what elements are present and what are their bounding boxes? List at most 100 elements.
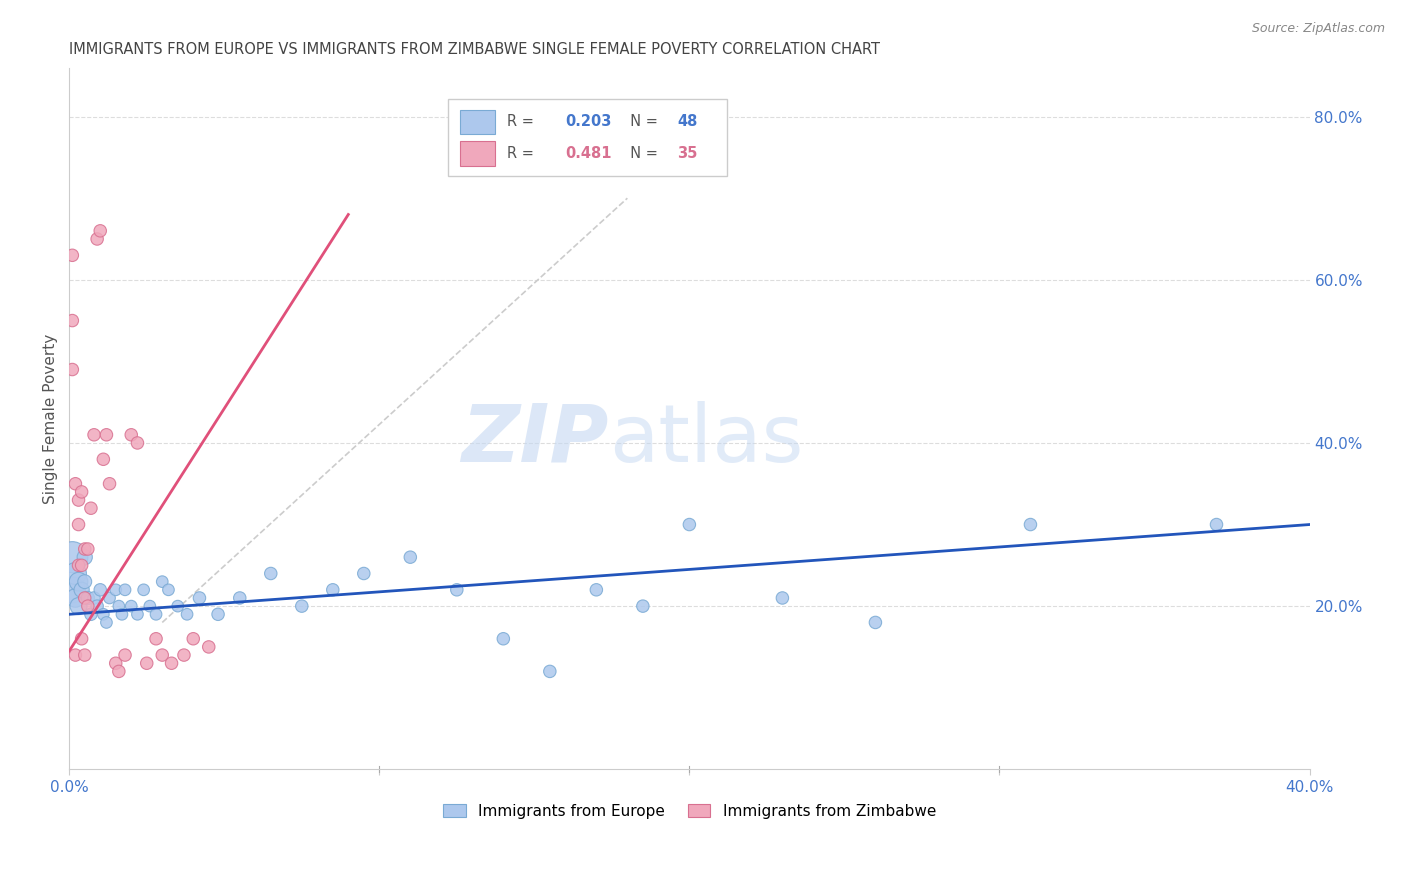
Point bbox=[98, 476, 121, 491]
Point bbox=[108, 665, 131, 679]
Point bbox=[207, 607, 229, 622]
Point bbox=[65, 566, 87, 581]
Point bbox=[492, 632, 515, 646]
Point bbox=[70, 632, 93, 646]
Point bbox=[585, 582, 607, 597]
Point bbox=[76, 541, 98, 556]
Point bbox=[322, 582, 344, 597]
Point bbox=[678, 517, 700, 532]
Point bbox=[67, 517, 90, 532]
Point bbox=[67, 558, 90, 573]
Bar bbox=[460, 110, 495, 135]
Point bbox=[60, 362, 83, 376]
Point bbox=[67, 574, 90, 589]
Point bbox=[446, 582, 468, 597]
Point bbox=[89, 582, 111, 597]
Text: IMMIGRANTS FROM EUROPE VS IMMIGRANTS FROM ZIMBABWE SINGLE FEMALE POVERTY CORRELA: IMMIGRANTS FROM EUROPE VS IMMIGRANTS FRO… bbox=[69, 42, 880, 57]
Point bbox=[291, 599, 314, 614]
Point bbox=[150, 574, 173, 589]
Text: 35: 35 bbox=[676, 145, 697, 161]
Text: ZIP: ZIP bbox=[461, 401, 609, 478]
Point bbox=[353, 566, 375, 581]
Text: 0.203: 0.203 bbox=[565, 114, 612, 129]
Point bbox=[1019, 517, 1042, 532]
Point bbox=[98, 591, 121, 605]
Point bbox=[76, 591, 98, 605]
Point bbox=[108, 599, 131, 614]
Point bbox=[127, 436, 149, 450]
Point bbox=[770, 591, 793, 605]
Y-axis label: Single Female Poverty: Single Female Poverty bbox=[44, 334, 58, 504]
Point bbox=[89, 224, 111, 238]
Point bbox=[260, 566, 283, 581]
Text: atlas: atlas bbox=[609, 401, 803, 478]
Point bbox=[631, 599, 654, 614]
Point bbox=[76, 599, 98, 614]
Point bbox=[86, 599, 108, 614]
Text: R =: R = bbox=[508, 145, 538, 161]
Point bbox=[132, 582, 155, 597]
Point bbox=[86, 232, 108, 246]
Point bbox=[538, 665, 561, 679]
Point bbox=[865, 615, 887, 630]
Point bbox=[60, 550, 83, 565]
Point bbox=[73, 550, 96, 565]
Point bbox=[70, 484, 93, 499]
Point bbox=[145, 607, 167, 622]
Text: N =: N = bbox=[621, 145, 662, 161]
Point bbox=[181, 632, 204, 646]
Point bbox=[114, 648, 136, 662]
Point bbox=[80, 607, 103, 622]
Point bbox=[60, 313, 83, 327]
Point bbox=[91, 452, 114, 467]
Point bbox=[96, 615, 118, 630]
Point bbox=[1205, 517, 1227, 532]
Point bbox=[120, 599, 142, 614]
Text: Source: ZipAtlas.com: Source: ZipAtlas.com bbox=[1251, 22, 1385, 36]
Point bbox=[127, 607, 149, 622]
Point bbox=[157, 582, 180, 597]
Text: 0.481: 0.481 bbox=[565, 145, 612, 161]
Point bbox=[135, 657, 157, 671]
FancyBboxPatch shape bbox=[447, 99, 727, 177]
Point bbox=[229, 591, 252, 605]
Point bbox=[104, 657, 127, 671]
Point bbox=[70, 558, 93, 573]
Point bbox=[80, 501, 103, 516]
Point bbox=[65, 476, 87, 491]
Point bbox=[104, 582, 127, 597]
Point bbox=[139, 599, 162, 614]
Text: R =: R = bbox=[508, 114, 538, 129]
Point bbox=[166, 599, 188, 614]
Point bbox=[73, 574, 96, 589]
Point bbox=[60, 582, 83, 597]
Point bbox=[83, 427, 105, 442]
Point bbox=[67, 599, 90, 614]
Point bbox=[176, 607, 198, 622]
Point bbox=[67, 493, 90, 508]
Point bbox=[65, 648, 87, 662]
Point bbox=[60, 248, 83, 262]
Point bbox=[73, 591, 96, 605]
Text: N =: N = bbox=[621, 114, 662, 129]
Point bbox=[188, 591, 211, 605]
Bar bbox=[460, 141, 495, 166]
Point bbox=[150, 648, 173, 662]
Point bbox=[145, 632, 167, 646]
Point bbox=[160, 657, 183, 671]
Point bbox=[399, 550, 422, 565]
Legend: Immigrants from Europe, Immigrants from Zimbabwe: Immigrants from Europe, Immigrants from … bbox=[436, 797, 942, 825]
Text: 48: 48 bbox=[676, 114, 697, 129]
Point bbox=[114, 582, 136, 597]
Point bbox=[83, 591, 105, 605]
Point bbox=[173, 648, 195, 662]
Point bbox=[73, 648, 96, 662]
Point bbox=[197, 640, 219, 654]
Point bbox=[73, 541, 96, 556]
Point bbox=[96, 427, 118, 442]
Point bbox=[111, 607, 134, 622]
Point bbox=[91, 607, 114, 622]
Point bbox=[65, 591, 87, 605]
Point bbox=[120, 427, 142, 442]
Point bbox=[70, 582, 93, 597]
